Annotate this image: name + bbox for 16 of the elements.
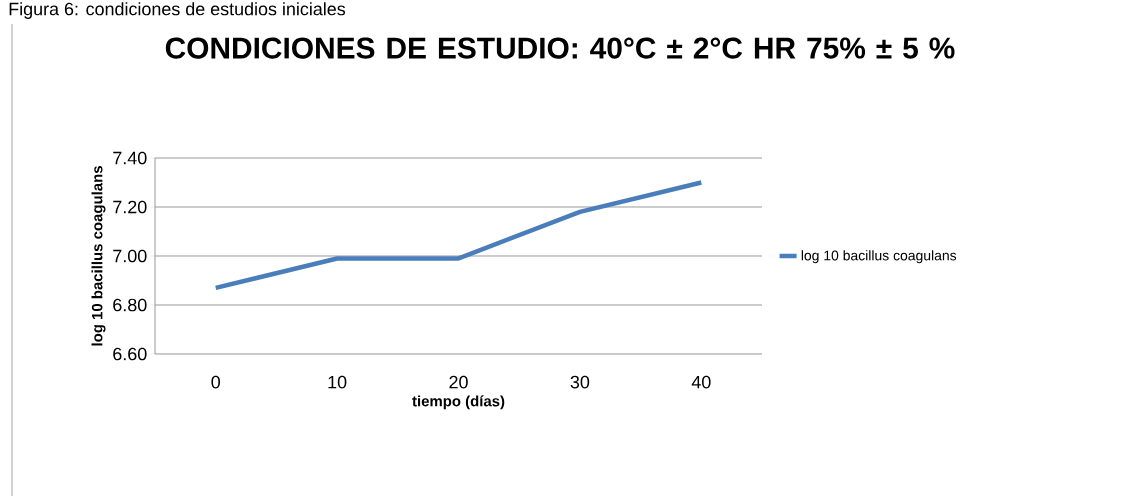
- line-series: [213, 180, 704, 291]
- x-tick-label: 0: [211, 375, 221, 389]
- y-axis-title: log 10 bacillus coagulans: [91, 166, 106, 346]
- chart-title: CONDICIONES DE ESTUDIO: 40°C ± 2°C HR 75% ± 5 %: [165, 37, 955, 59]
- text: Figura 6: condiciones de estudios iniciales: [9, 2, 346, 19]
- x-tick-label: 30: [570, 375, 590, 389]
- y-tick-label: 7.00: [113, 249, 147, 263]
- y-tick-label: 6.60: [113, 347, 147, 361]
- y-tick-label: 6.80: [113, 298, 147, 312]
- x-tick-label: 10: [328, 375, 347, 389]
- x-axis-title: tiempo (días): [412, 395, 505, 410]
- y-tick-label: 7.20: [113, 200, 147, 214]
- x-tick-label: 20: [449, 375, 468, 389]
- x-tick-label: 40: [691, 375, 711, 389]
- legend-label: log 10 bacillus coagulans: [801, 250, 957, 264]
- y-tick-label: 7.40: [113, 151, 147, 165]
